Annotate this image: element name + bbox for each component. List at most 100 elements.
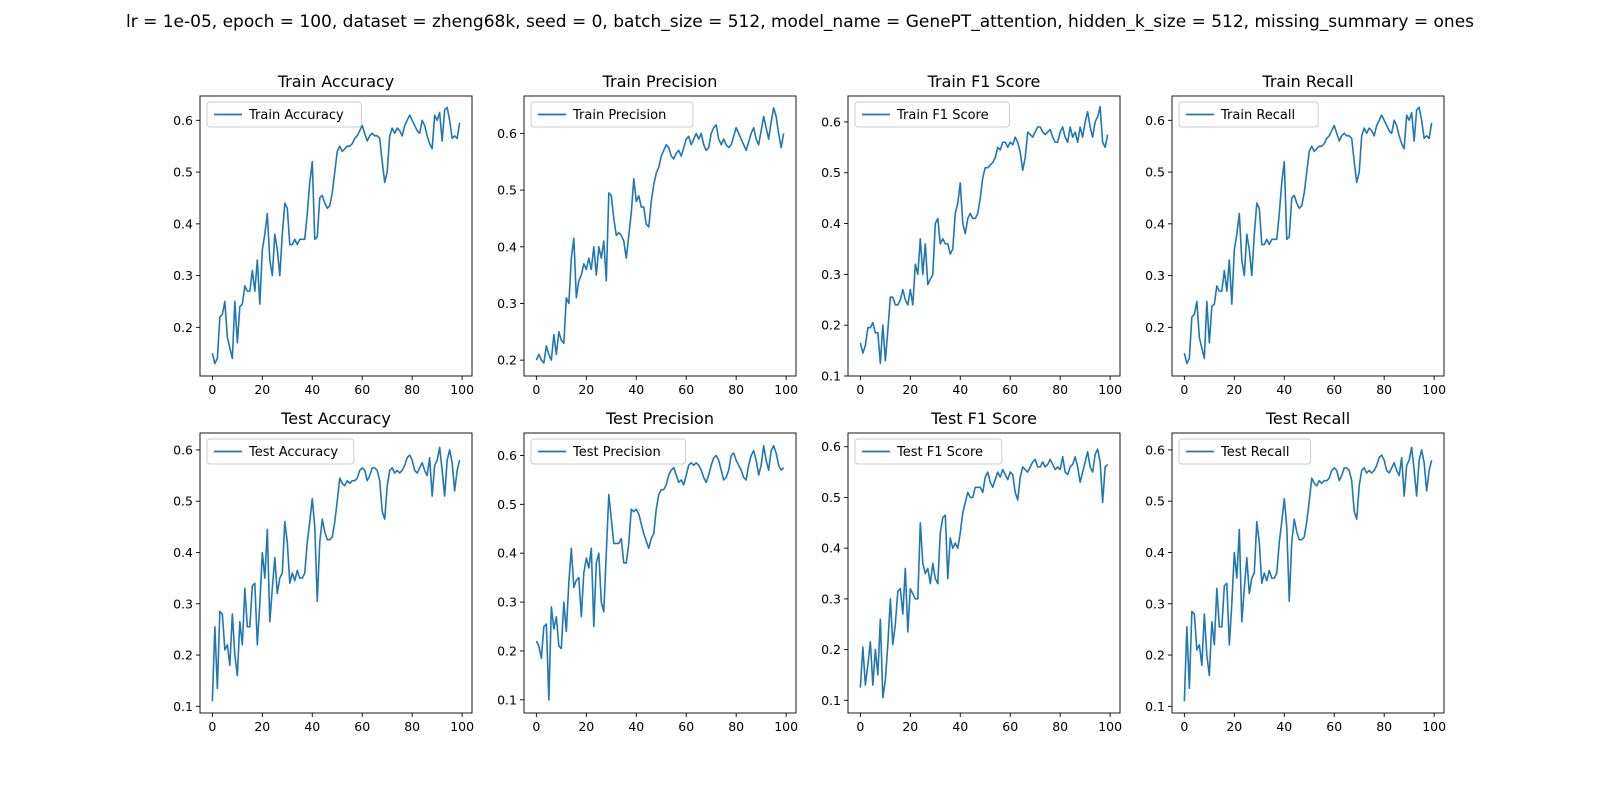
x-tick-label: 80 <box>404 382 420 397</box>
x-tick-label: 20 <box>1226 382 1242 397</box>
x-tick-label: 100 <box>1098 382 1122 397</box>
figure-suptitle: lr = 1e-05, epoch = 100, dataset = zheng… <box>125 12 1475 32</box>
subplot-title: Test F1 Score <box>930 409 1037 428</box>
y-tick-label: 0.5 <box>1145 165 1165 180</box>
plot-frame <box>1171 95 1445 377</box>
x-tick-label: 80 <box>728 382 744 397</box>
legend-box <box>206 101 362 128</box>
y-tick-label: 0.4 <box>173 216 193 231</box>
y-tick-label: 0.2 <box>497 643 517 658</box>
series-line <box>1183 106 1433 365</box>
y-tick-label: 0.3 <box>821 591 841 606</box>
x-tick-label: 60 <box>1002 382 1018 397</box>
y-tick-label: 0.2 <box>821 318 841 333</box>
subplot-title: Train F1 Score <box>927 72 1041 91</box>
y-tick-label: 0.3 <box>1145 268 1165 283</box>
y-tick-label: 0.1 <box>821 693 841 708</box>
subplot-6: Test Precision 0 20 40 60 80 100 0.1 0.2 0.3 0.4 0.… <box>497 409 798 734</box>
x-tick-label: 60 <box>354 382 370 397</box>
x-tick-label: 60 <box>1326 382 1342 397</box>
x-tick-label: 80 <box>728 719 744 734</box>
series-line <box>211 446 461 702</box>
x-tick-label: 0 <box>208 382 216 397</box>
y-tick-label: 0.4 <box>821 216 841 231</box>
x-tick-label: 40 <box>952 719 968 734</box>
x-tick-label: 40 <box>628 719 644 734</box>
x-tick-label: 80 <box>404 719 420 734</box>
y-tick-label: 0.4 <box>497 239 517 254</box>
plot-frame <box>847 95 1121 377</box>
plot-frame <box>847 432 1121 714</box>
y-tick-label: 0.6 <box>173 113 193 128</box>
subplot-7: Test F1 Score 0 20 40 60 80 100 0.1 0.2 0.3 0.4 0.5… <box>821 409 1122 734</box>
x-tick-label: 60 <box>354 719 370 734</box>
x-tick-label: 20 <box>578 719 594 734</box>
y-tick-label: 0.5 <box>173 165 193 180</box>
y-tick-label: 0.3 <box>173 596 193 611</box>
series-line <box>535 107 785 364</box>
legend-label: Test Recall <box>1220 445 1290 460</box>
legend-box <box>530 101 694 128</box>
legend-label: Train F1 Score <box>896 108 989 123</box>
subplot-title: Test Accuracy <box>280 409 391 428</box>
x-tick-label: 60 <box>1002 719 1018 734</box>
plot-frame <box>523 432 797 714</box>
y-tick-label: 0.1 <box>821 369 841 384</box>
y-tick-label: 0.2 <box>173 320 193 335</box>
x-tick-label: 40 <box>304 719 320 734</box>
y-tick-label: 0.1 <box>497 692 517 707</box>
plot-frame <box>523 95 797 377</box>
y-tick-label: 0.3 <box>173 268 193 283</box>
legend-box <box>854 101 1010 128</box>
series-line <box>1183 446 1433 702</box>
subplot-5: Test Accuracy 0 20 40 60 80 100 0.1 0.2 0.3 0.4 0.5… <box>173 409 474 734</box>
x-tick-label: 40 <box>628 382 644 397</box>
x-tick-label: 0 <box>532 719 540 734</box>
legend-label: Test F1 Score <box>896 445 983 460</box>
y-tick-label: 0.1 <box>173 699 193 714</box>
subplot-3: Train F1 Score 0 20 40 60 80 100 0.1 0.2 0.3 0.4 0.… <box>821 72 1122 397</box>
x-tick-label: 40 <box>304 382 320 397</box>
x-tick-label: 80 <box>1052 719 1068 734</box>
x-tick-label: 40 <box>952 382 968 397</box>
y-tick-label: 0.3 <box>497 296 517 311</box>
x-tick-label: 0 <box>532 382 540 397</box>
y-tick-label: 0.2 <box>1145 320 1165 335</box>
subplot-title: Train Precision <box>602 72 718 91</box>
x-tick-label: 100 <box>450 719 474 734</box>
y-tick-label: 0.2 <box>821 642 841 657</box>
subplot-1: Train Accuracy 0 20 40 60 80 100 0.2 0.3 0.4 0.5 0.… <box>173 72 474 397</box>
legend-box <box>1178 101 1319 128</box>
x-tick-label: 20 <box>578 382 594 397</box>
y-tick-label: 0.4 <box>821 541 841 556</box>
x-tick-label: 100 <box>774 382 798 397</box>
y-tick-label: 0.3 <box>821 267 841 282</box>
x-tick-label: 0 <box>1180 719 1188 734</box>
y-tick-label: 0.6 <box>1145 442 1165 457</box>
subplot-8: Test Recall 0 20 40 60 80 100 0.1 0.2 0.3 0.4 0.5 0.… <box>1145 409 1446 734</box>
x-tick-label: 80 <box>1376 719 1392 734</box>
x-tick-label: 0 <box>208 719 216 734</box>
subplot-title: Train Recall <box>1261 72 1353 91</box>
y-tick-label: 0.5 <box>497 497 517 512</box>
legend-box <box>854 438 1003 465</box>
legend-label: Test Accuracy <box>248 445 338 460</box>
x-tick-label: 20 <box>254 382 270 397</box>
legend-box <box>206 438 355 465</box>
y-tick-label: 0.6 <box>1145 113 1165 128</box>
x-tick-label: 100 <box>450 382 474 397</box>
y-tick-label: 0.1 <box>1145 699 1165 714</box>
y-tick-label: 0.4 <box>173 545 193 560</box>
legend-label: Train Precision <box>572 108 666 123</box>
plot-frame <box>199 95 473 377</box>
legend-box <box>530 438 686 465</box>
x-tick-label: 0 <box>856 382 864 397</box>
y-tick-label: 0.5 <box>1145 494 1165 509</box>
y-tick-label: 0.6 <box>497 126 517 141</box>
y-tick-label: 0.5 <box>497 183 517 198</box>
y-tick-label: 0.4 <box>1145 545 1165 560</box>
plot-frame <box>1171 432 1445 714</box>
y-tick-label: 0.5 <box>173 494 193 509</box>
subplot-title: Test Recall <box>1265 409 1350 428</box>
